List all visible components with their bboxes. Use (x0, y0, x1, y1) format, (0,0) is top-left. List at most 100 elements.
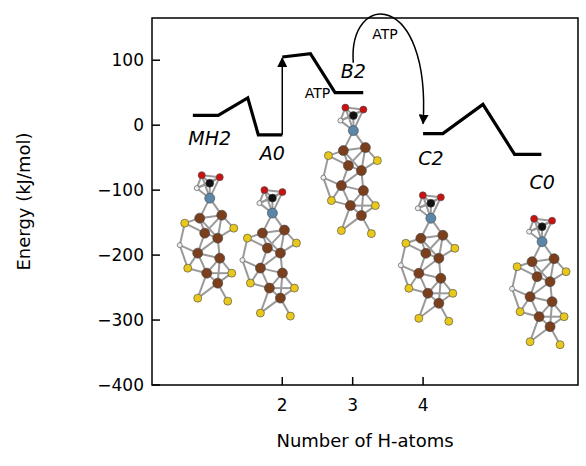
atom (545, 322, 555, 332)
molecule (398, 192, 459, 325)
atom (371, 202, 379, 210)
molecule (177, 172, 238, 306)
x-tick (352, 377, 354, 385)
y-tick-label: −100 (97, 180, 144, 200)
atp-label: ATP (305, 85, 330, 101)
data-group (193, 54, 542, 155)
atom (348, 126, 358, 136)
atom (437, 194, 444, 201)
y-tick-label: −300 (97, 310, 144, 330)
atom (321, 175, 326, 180)
atom (275, 248, 285, 258)
molecule (321, 104, 382, 238)
atom (262, 243, 272, 253)
atp-arrow (282, 58, 284, 135)
atom (206, 179, 214, 187)
atom (213, 233, 223, 243)
state-label: C0 (529, 171, 554, 193)
atom (257, 201, 262, 206)
atom (243, 234, 251, 242)
x-tick (422, 377, 424, 385)
y-tick-label: −400 (97, 375, 144, 395)
atom (445, 317, 453, 325)
atom (279, 189, 286, 196)
y-tick (152, 319, 160, 321)
atom (213, 278, 223, 288)
atom (398, 263, 403, 268)
atom (427, 199, 435, 207)
atom (415, 206, 420, 211)
state-label: C2 (418, 147, 443, 169)
atom (449, 289, 457, 297)
atom (373, 157, 381, 165)
atom (426, 213, 436, 223)
atom (556, 341, 564, 349)
atom (194, 294, 202, 302)
atom (268, 194, 276, 202)
atom (275, 293, 285, 303)
atom (202, 268, 212, 278)
atom (416, 233, 426, 243)
atom (327, 197, 335, 205)
atom (532, 272, 542, 282)
atom (184, 264, 192, 272)
atom (525, 292, 535, 302)
atom (261, 187, 268, 194)
x-tick-label: 4 (418, 395, 429, 415)
atom (360, 106, 367, 113)
atom (277, 268, 287, 278)
atom (256, 309, 264, 317)
x-tick-label: 2 (277, 395, 288, 415)
atom (510, 286, 515, 291)
atom (215, 253, 225, 263)
atom (545, 277, 555, 287)
y-tick-label: 0 (133, 115, 144, 135)
atom (349, 112, 357, 120)
atom (177, 243, 182, 248)
atom (324, 152, 332, 160)
atom (513, 263, 521, 271)
atom (181, 219, 189, 227)
atom (230, 224, 238, 232)
atom (224, 297, 232, 305)
atom (549, 254, 559, 264)
atom (534, 312, 544, 322)
atom (516, 308, 524, 316)
atom (423, 288, 433, 298)
atom (402, 239, 410, 247)
state-label: A0 (258, 142, 285, 164)
atom (549, 217, 556, 224)
plot-frame (152, 18, 578, 385)
atom (526, 338, 534, 346)
atom (286, 312, 294, 320)
atom (200, 228, 210, 238)
y-tick (152, 384, 160, 386)
atom (345, 201, 355, 211)
atp-label: ATP (372, 26, 397, 42)
molecule (240, 187, 301, 321)
atom (264, 283, 274, 293)
atom (290, 284, 298, 292)
chart: −400−300−200−1000100234Number of H-atoms… (0, 0, 586, 466)
atom (193, 248, 203, 258)
y-tick (152, 59, 160, 61)
atom (405, 284, 413, 292)
state-label: MH2 (188, 127, 231, 149)
atom (338, 146, 348, 156)
y-tick-label: −200 (97, 245, 144, 265)
atom (356, 166, 366, 176)
atom (217, 210, 227, 220)
atom (267, 208, 277, 218)
atom (198, 172, 205, 179)
atom (292, 239, 300, 247)
atom (342, 104, 349, 111)
atom (537, 237, 547, 247)
atom (257, 228, 267, 238)
atom (343, 161, 353, 171)
energy-profile (193, 54, 542, 155)
atom (336, 181, 346, 191)
atom (527, 257, 537, 267)
atom (240, 258, 245, 263)
y-axis-title: Energy (kJ/mol) (13, 132, 34, 270)
atom (279, 225, 289, 235)
